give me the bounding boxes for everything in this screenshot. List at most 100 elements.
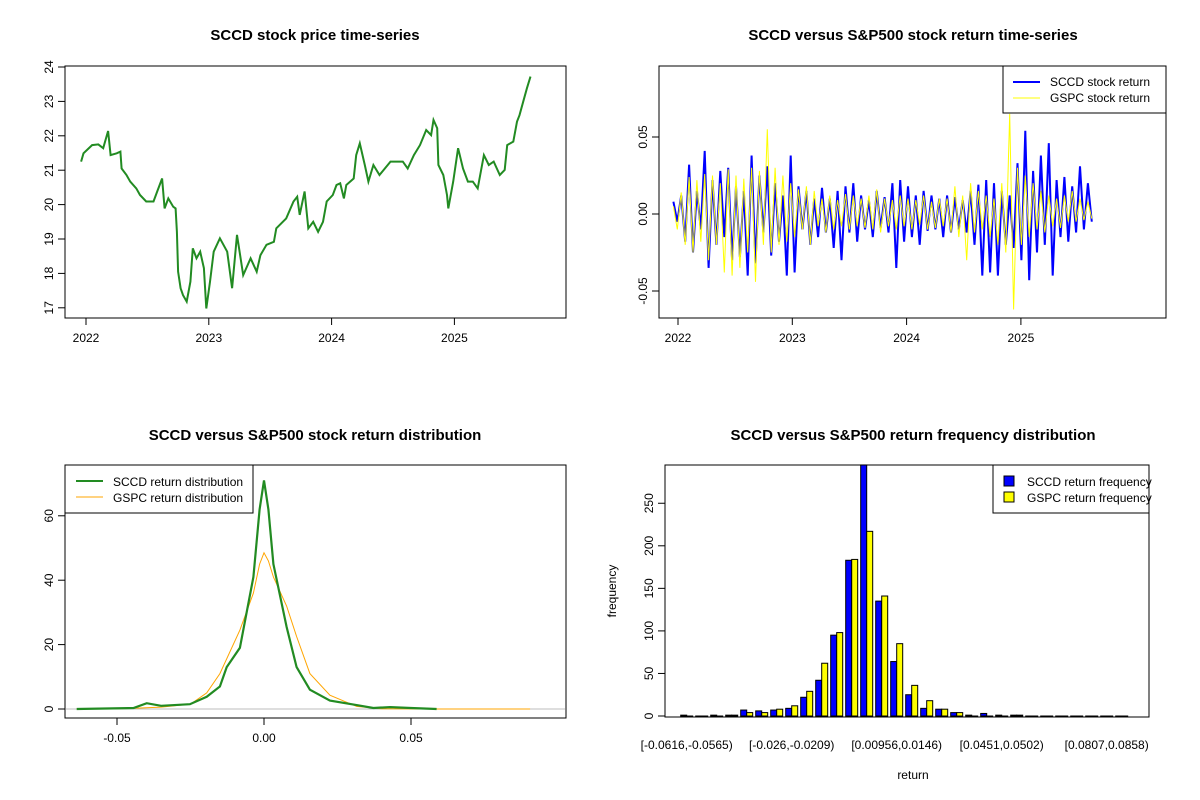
density-y-axis-label: 0 <box>42 705 56 712</box>
return-legend <box>1002 65 1167 114</box>
legend-label: SCCD return distribution <box>113 475 243 489</box>
gspc-frequency-bar <box>881 595 889 717</box>
sccd-frequency-bar <box>965 714 973 717</box>
histogram-y-axis-label: 150 <box>642 578 656 598</box>
legend-label: SCCD stock return <box>1050 75 1150 89</box>
gspc-frequency-bar <box>761 712 769 717</box>
gspc-frequency-bar <box>896 643 904 717</box>
histogram-x-axis-label: [0.0807,0.0858) <box>1065 738 1149 752</box>
sccd-frequency-bar <box>830 634 838 717</box>
return-x-axis-label: 2025 <box>1008 331 1035 345</box>
sccd-frequency-bar <box>905 694 913 717</box>
density-x-axis-label: -0.05 <box>103 731 131 745</box>
legend-label: SCCD return frequency <box>1027 475 1152 489</box>
return-plot-frame <box>658 65 1167 319</box>
price-y-axis-label: 17 <box>42 301 56 315</box>
price-plot-frame <box>64 65 567 319</box>
price-y-axis-label: 24 <box>42 60 56 74</box>
legend-label: GSPC return distribution <box>113 491 243 505</box>
density-y-axis-label: 60 <box>42 509 56 523</box>
sccd-frequency-bar <box>890 661 898 717</box>
sccd-frequency-bar <box>950 712 958 717</box>
sccd-frequency-bar <box>800 696 808 717</box>
histogram-plot-frame <box>664 464 1150 718</box>
legend-label: GSPC return frequency <box>1027 491 1152 505</box>
sccd-frequency-bar <box>725 714 733 717</box>
histogram-x-axis-label: [0.00956,0.0146) <box>851 738 942 752</box>
histogram-x-axis-label: return <box>897 768 928 782</box>
price-y-axis-label: 18 <box>42 266 56 280</box>
gspc-frequency-bar <box>926 700 934 717</box>
price-x-axis-label: 2022 <box>73 331 100 345</box>
density-chart-title: SCCD versus S&P500 stock return distribu… <box>149 427 482 444</box>
sccd-frequency-bar <box>1010 714 1018 717</box>
density-x-axis-label: 0.05 <box>399 731 423 745</box>
return-y-axis-label: -0.05 <box>636 277 650 305</box>
histogram-y-axis-label: 50 <box>642 666 656 680</box>
histogram-x-axis-label: [-0.026,-0.0209) <box>749 738 834 752</box>
return-chart-title: SCCD versus S&P500 stock return time-ser… <box>748 27 1077 44</box>
gspc-frequency-bar <box>956 712 964 717</box>
price-y-axis-label: 20 <box>42 198 56 212</box>
sccd-frequency-bar <box>710 714 718 717</box>
sccd-frequency-bar <box>980 712 988 717</box>
histogram-x-axis-label: [-0.0616,-0.0565) <box>641 738 733 752</box>
sccd-frequency-bar <box>935 708 943 717</box>
sccd-frequency-bar <box>845 559 853 717</box>
price-x-axis-label: 2024 <box>318 331 345 345</box>
price-y-axis-label: 22 <box>42 129 56 143</box>
histogram-chart-title: SCCD versus S&P500 return frequency dist… <box>730 427 1095 444</box>
return-x-axis-label: 2024 <box>893 331 920 345</box>
return-x-axis-label: 2023 <box>779 331 806 345</box>
gspc-frequency-bar <box>821 662 829 717</box>
histogram-y-axis-label: 250 <box>642 493 656 513</box>
gspc-frequency-bar <box>806 690 814 717</box>
return-x-axis-label: 2022 <box>665 331 692 345</box>
density-plot-frame <box>64 464 567 719</box>
sccd-frequency-bar <box>875 600 883 717</box>
histogram-x-axis-label: [0.0451,0.0502) <box>960 738 1044 752</box>
sccd-frequency-bar <box>785 707 793 717</box>
price-x-axis-label: 2025 <box>441 331 468 345</box>
density-y-axis-label: 40 <box>42 573 56 587</box>
price-y-axis-label: 23 <box>42 94 56 108</box>
price-y-axis-label: 19 <box>42 232 56 246</box>
return-y-axis-label: 0.05 <box>636 125 650 149</box>
density-legend <box>64 464 254 514</box>
gspc-frequency-bar <box>791 705 799 717</box>
sccd-frequency-bar <box>860 464 868 717</box>
gspc-frequency-bar <box>836 632 844 717</box>
histogram-y-axis-label: frequency <box>605 565 619 618</box>
gspc-frequency-bar <box>731 714 739 717</box>
sccd-frequency-bar <box>920 707 928 717</box>
price-chart-title: SCCD stock price time-series <box>210 27 419 44</box>
gspc-frequency-bar <box>941 708 949 717</box>
sccd-frequency-bar <box>815 679 823 717</box>
gspc-frequency-bar <box>911 684 919 717</box>
gspc-return-line <box>672 113 1093 310</box>
histogram-y-axis-label: 0 <box>642 712 656 719</box>
sccd-density-line <box>76 480 437 711</box>
sccd-frequency-bar <box>680 714 688 717</box>
legend-swatch <box>1003 475 1015 487</box>
sccd-frequency-bar <box>740 709 748 717</box>
price-y-axis-label: 21 <box>42 163 56 177</box>
density-y-axis-label: 20 <box>42 638 56 652</box>
histogram-y-axis-label: 100 <box>642 621 656 641</box>
legend-swatch <box>1003 491 1015 503</box>
gspc-frequency-bar <box>851 558 859 717</box>
density-x-axis-label: 0.00 <box>252 731 276 745</box>
sccd-frequency-bar <box>770 709 778 717</box>
sccd-frequency-bar <box>995 714 1003 717</box>
price-x-axis-label: 2023 <box>195 331 222 345</box>
histogram-y-axis-label: 200 <box>642 535 656 555</box>
gspc-frequency-bar <box>1016 714 1024 717</box>
gspc-frequency-bar <box>776 708 784 717</box>
return-y-axis-label: 0.00 <box>636 202 650 226</box>
gspc-frequency-bar <box>866 530 874 717</box>
legend-label: GSPC stock return <box>1050 91 1150 105</box>
sccd-frequency-bar <box>755 710 763 717</box>
histogram-legend <box>992 464 1150 514</box>
gspc-frequency-bar <box>746 712 754 717</box>
